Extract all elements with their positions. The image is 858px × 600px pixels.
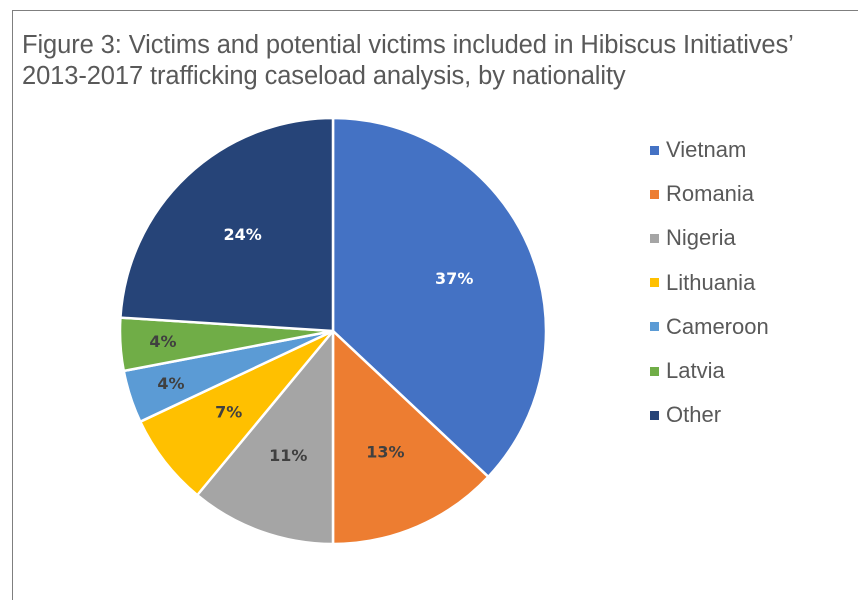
data-label-romania: 13% [366,443,404,462]
pie-slice-romania [331,329,490,546]
legend-swatch [650,233,659,243]
pie-slice-other [119,116,335,333]
legend-label: Vietnam [666,137,747,163]
legend-swatch [650,410,659,420]
legend-swatch [650,278,659,288]
legend-swatch [650,322,659,332]
data-label-vietnam: 37% [435,269,473,288]
chart-title-line-2: 2013-2017 trafficking caseload analysis,… [22,62,626,90]
data-label-nigeria: 11% [269,446,307,465]
legend-item-cameroon: Cameroon [650,305,769,349]
legend-item-lithuania: Lithuania [650,261,769,305]
pie-slice-nigeria [195,329,335,546]
legend-label: Nigeria [666,225,736,251]
legend-item-latvia: Latvia [650,349,769,393]
data-label-other: 24% [223,225,261,244]
legend-swatch [650,145,659,155]
chart-title-line-1: Figure 3: Victims and potential victims … [22,31,794,59]
legend-label: Romania [666,181,755,207]
legend-label: Cameroon [666,313,769,339]
legend-item-other: Other [650,393,769,437]
legend-label: Other [666,402,722,428]
legend-label: Latvia [666,358,725,384]
data-label-cameroon: 4% [157,374,184,393]
data-label-latvia: 4% [149,332,176,351]
legend-item-romania: Romania [650,172,769,216]
legend-item-nigeria: Nigeria [650,216,769,260]
legend-item-vietnam: Vietnam [650,128,769,172]
data-label-lithuania: 7% [215,402,242,421]
chart-legend: Vietnam Romania Nigeria Lithuania Cameroon La… [650,128,769,437]
legend-label: Lithuania [666,269,756,295]
pie-slice-vietnam [331,116,548,479]
legend-swatch [650,189,659,199]
chart-title: Figure 3: Victims and potential victims … [22,30,842,92]
legend-swatch [650,366,659,376]
